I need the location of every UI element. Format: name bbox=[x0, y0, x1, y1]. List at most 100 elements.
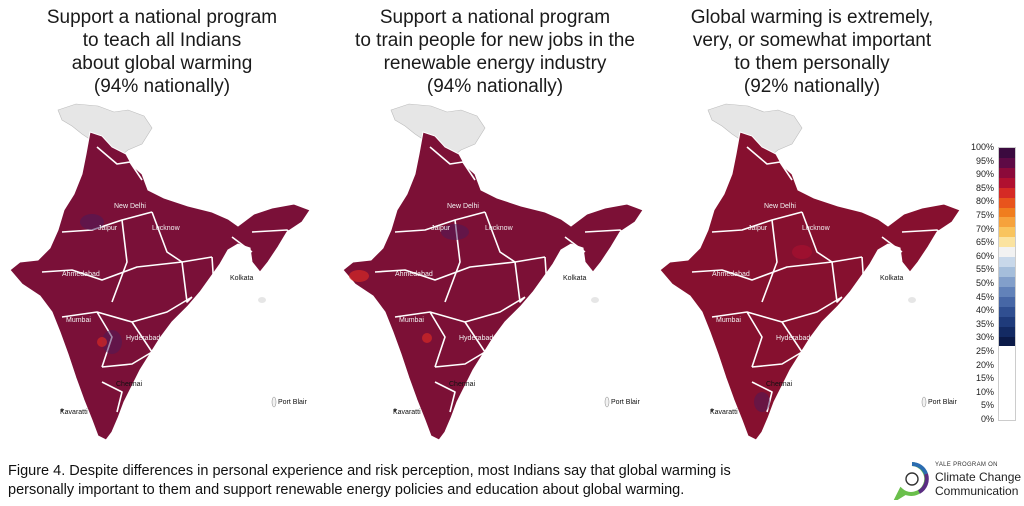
logo-name-line: Climate Change bbox=[935, 470, 1022, 484]
india-region bbox=[9, 131, 311, 441]
panel-title-line: to them personally bbox=[734, 53, 890, 74]
india-region bbox=[659, 131, 961, 441]
legend-swatch bbox=[999, 187, 1015, 198]
india-region bbox=[342, 131, 644, 441]
legend-swatch bbox=[999, 296, 1015, 307]
yale-logo: YALE PROGRAM ON Climate Change Communica… bbox=[893, 458, 1023, 502]
legend-swatch bbox=[999, 207, 1015, 218]
city-label: Ahmedabad bbox=[62, 271, 100, 278]
andaman-island bbox=[604, 396, 610, 408]
logo-name-line: Communication bbox=[935, 484, 1019, 498]
figure-caption: Figure 4. Despite differences in persona… bbox=[8, 462, 888, 500]
legend-swatch bbox=[999, 306, 1015, 317]
city-label: Hyderabad bbox=[126, 335, 160, 342]
city-label: Mumbai bbox=[399, 317, 424, 324]
legend-swatch bbox=[999, 286, 1015, 297]
panel-title: Support a national program to teach all … bbox=[2, 6, 322, 98]
panel-title-line: very, or somewhat important bbox=[692, 30, 932, 51]
panel-title-line: (94% nationally) bbox=[426, 76, 564, 97]
map-panel-3: Global warming is extremely, very, or so… bbox=[652, 0, 972, 450]
caption-line: Figure 4. Despite differences in persona… bbox=[8, 463, 731, 479]
city-label: New Delhi bbox=[114, 203, 146, 210]
legend-swatch bbox=[999, 257, 1015, 268]
legend-tick-label: 15% bbox=[975, 373, 994, 384]
legend-tick-label: 70% bbox=[975, 223, 994, 234]
panel-title-line: Support a national program bbox=[46, 7, 278, 28]
india-map: New Delhi Jaipur Lucknow Ahmedabad Kolka… bbox=[9, 103, 311, 441]
city-label: Chennai bbox=[116, 381, 143, 388]
city-label: Hyderabad bbox=[776, 335, 810, 342]
legend-swatch bbox=[999, 326, 1015, 337]
city-label: Ahmedabad bbox=[712, 271, 750, 278]
legend-tick-label: 35% bbox=[975, 318, 994, 329]
legend-swatch bbox=[999, 157, 1015, 168]
city-label: Jaipur bbox=[748, 225, 768, 232]
lighter-district bbox=[792, 245, 812, 259]
lakshadweep-island bbox=[710, 408, 714, 412]
legend-swatch bbox=[999, 177, 1015, 188]
legend-swatch bbox=[999, 197, 1015, 208]
city-label: Lucknow bbox=[152, 225, 181, 232]
panel-title: Support a national program to train peop… bbox=[335, 6, 655, 98]
legend-color-bar bbox=[998, 147, 1016, 421]
darker-district bbox=[80, 214, 104, 230]
city-label: Port Blair bbox=[928, 399, 957, 406]
panel-title-line: to train people for new jobs in the bbox=[355, 30, 635, 51]
andaman-island bbox=[271, 396, 277, 408]
india-map: New Delhi Jaipur Lucknow Ahmedabad Kolka… bbox=[342, 103, 644, 441]
legend-tick-label: 85% bbox=[975, 182, 994, 193]
logo-tagline: YALE PROGRAM ON bbox=[935, 462, 998, 468]
city-label: Kolkata bbox=[563, 275, 586, 282]
city-label: Mumbai bbox=[716, 317, 741, 324]
island bbox=[591, 297, 599, 303]
legend-swatch bbox=[999, 316, 1015, 327]
legend-swatch bbox=[999, 336, 1015, 347]
city-label: Ahmedabad bbox=[395, 271, 433, 278]
lakshadweep-island bbox=[60, 408, 64, 412]
panel-title-line: (94% nationally) bbox=[93, 76, 231, 97]
city-label: Chennai bbox=[766, 381, 793, 388]
legend-swatch bbox=[999, 148, 1015, 158]
andaman-island bbox=[921, 396, 927, 408]
legend-swatch bbox=[999, 217, 1015, 228]
city-label: New Delhi bbox=[764, 203, 796, 210]
legend-tick-label: 20% bbox=[975, 359, 994, 370]
legend-swatch bbox=[999, 247, 1015, 258]
map-panel-2: Support a national program to train peop… bbox=[335, 0, 655, 450]
panel-title-line: Support a national program bbox=[379, 7, 611, 28]
lighter-district bbox=[422, 333, 432, 343]
darker-district bbox=[102, 330, 122, 354]
city-label: Chennai bbox=[449, 381, 476, 388]
lighter-district bbox=[349, 270, 369, 282]
legend-tick-label: 65% bbox=[975, 237, 994, 248]
legend-tick-label: 75% bbox=[975, 210, 994, 220]
city-label: Kolkata bbox=[230, 275, 253, 282]
legend-swatch bbox=[999, 267, 1015, 277]
legend-tick-label: 25% bbox=[975, 346, 994, 356]
caption-line: personally important to them and support… bbox=[8, 482, 685, 498]
legend-swatch bbox=[999, 276, 1015, 287]
legend-tick-label: 80% bbox=[975, 196, 994, 207]
city-label: Kavaratti bbox=[393, 409, 421, 416]
lighter-district bbox=[97, 337, 107, 347]
city-label: Kavaratti bbox=[710, 409, 738, 416]
legend-tick-label: 40% bbox=[975, 305, 994, 316]
darker-district bbox=[754, 392, 770, 412]
panel-title-line: renewable energy industry bbox=[383, 53, 607, 74]
city-label: Mumbai bbox=[66, 317, 91, 324]
legend-tick-label: 55% bbox=[975, 264, 994, 275]
island bbox=[258, 297, 266, 303]
panel-title-line: to teach all Indians bbox=[82, 30, 242, 51]
color-legend: 100% 95% 90% 85% 80% 75% 70% 65% 60% 55% 50% 45% 40%… bbox=[962, 142, 1024, 427]
panel-title-line: about global warming bbox=[71, 53, 253, 74]
legend-swatch bbox=[999, 167, 1015, 178]
legend-tick-label: 30% bbox=[975, 332, 994, 343]
city-label: Port Blair bbox=[611, 399, 640, 406]
legend-tick-label: 60% bbox=[975, 250, 994, 261]
city-label: Kolkata bbox=[880, 275, 903, 282]
city-label: Jaipur bbox=[431, 225, 451, 232]
city-label: Hyderabad bbox=[459, 335, 493, 342]
panel-title-line: Global warming is extremely, bbox=[690, 7, 934, 28]
legend-tick-label: 90% bbox=[975, 169, 994, 180]
panel-title-line: (92% nationally) bbox=[743, 76, 881, 97]
